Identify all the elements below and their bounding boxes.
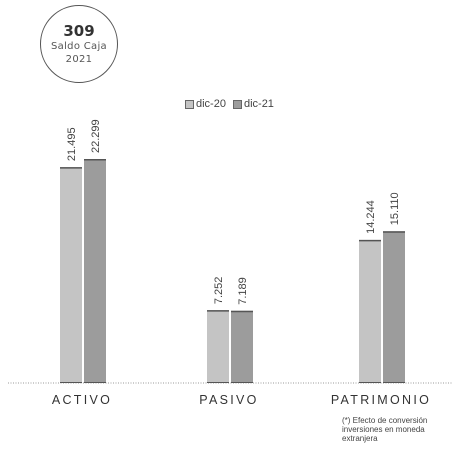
legend-swatch-dic-21 bbox=[232, 99, 242, 109]
legend-item-dic-20: dic-20 bbox=[185, 98, 226, 110]
legend-item-dic-21: dic-21 bbox=[232, 98, 274, 110]
footnote: (*) Efecto de conversión inversiones en … bbox=[342, 416, 428, 443]
bar-pasivo-dic-20 bbox=[207, 310, 229, 383]
cash-balance-year: 2021 bbox=[65, 54, 93, 65]
chart-legend: dic-20 dic-21 bbox=[185, 98, 281, 110]
legend-label-dic-20: dic-20 bbox=[196, 98, 226, 110]
bar-activo-dic-21 bbox=[84, 159, 106, 383]
data-label-pasivo-dic-21: 7.189 bbox=[237, 277, 249, 305]
cash-balance-badge: 309 Saldo Caja 2021 bbox=[40, 5, 118, 83]
data-label-patrimonio-dic-20: 14.244 bbox=[365, 200, 377, 234]
bar-patrimonio-dic-21 bbox=[383, 231, 405, 383]
data-label-patrimonio-dic-21: 15.110 bbox=[389, 192, 401, 225]
bar-activo-dic-20 bbox=[60, 167, 82, 383]
bar-pasivo-dic-21 bbox=[231, 310, 253, 383]
legend-label-dic-21: dic-21 bbox=[243, 98, 274, 110]
category-label-patrimonio: PATRIMONIO bbox=[330, 393, 432, 407]
category-label-activo: ACTIVO bbox=[51, 393, 113, 407]
data-label-activo-dic-20: 21.495 bbox=[66, 127, 78, 161]
legend-swatch-dic-20 bbox=[185, 99, 194, 109]
bar-patrimonio-dic-20 bbox=[359, 239, 381, 383]
category-label-pasivo: PASIVO bbox=[199, 393, 259, 407]
data-label-activo-dic-21: 22.299 bbox=[90, 119, 102, 153]
cash-balance-label: Saldo Caja bbox=[51, 41, 107, 52]
data-label-pasivo-dic-20: 7.252 bbox=[213, 277, 225, 305]
cash-balance-value: 309 bbox=[63, 22, 95, 40]
